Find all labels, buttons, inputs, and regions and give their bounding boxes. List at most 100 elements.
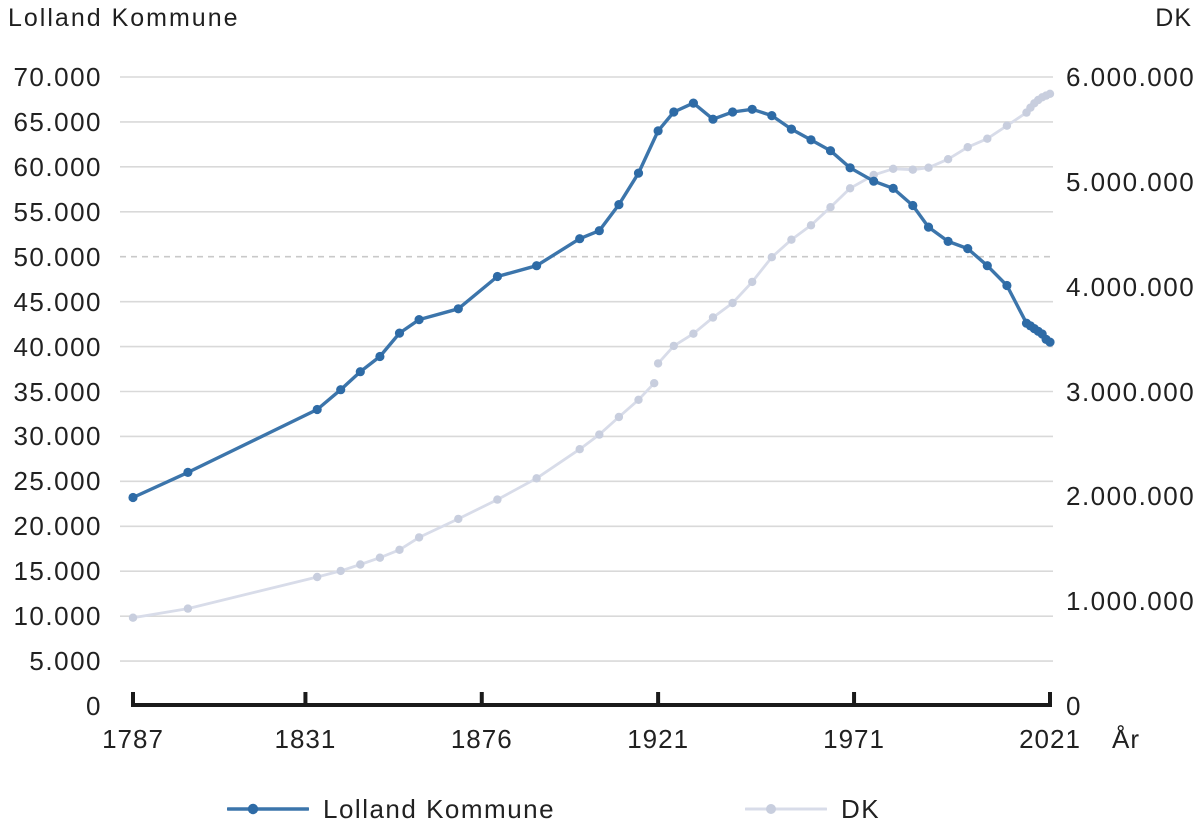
lolland-kommune-data-point: [453, 304, 463, 314]
right-axis-tick-label: 5.000.000: [1066, 166, 1196, 197]
lolland-kommune-data-point: [1045, 337, 1055, 347]
dk-line-swatch: [745, 804, 827, 814]
lolland-kommune-data-point: [806, 135, 816, 145]
dk-data-point: [313, 572, 322, 582]
lolland-kommune-data-point: [767, 111, 777, 121]
left-axis-tick-label: 45.000: [13, 286, 102, 317]
lolland-kommune-data-point: [1002, 280, 1012, 291]
legend-item-lolland-kommune[interactable]: Lolland Kommune: [227, 792, 555, 826]
lolland-kommune-data-point: [594, 226, 604, 236]
dk-data-point: [963, 143, 972, 152]
left-axis-tick-label: 30.000: [13, 421, 102, 452]
right-axis-tick-label: 3.000.000: [1066, 376, 1196, 407]
dk-data-point: [689, 329, 698, 338]
x-axis-tick: [1048, 692, 1052, 704]
lolland-kommune-data-point: [688, 98, 699, 108]
dk-data-point: [375, 553, 385, 562]
dk-data-point: [395, 545, 404, 554]
right-axis-tick-label: 2.000.000: [1066, 481, 1196, 512]
left-axis-tick-label: 10.000: [13, 601, 102, 632]
lolland-kommune-data-point: [747, 104, 757, 114]
dk-data-point: [708, 313, 718, 322]
x-axis-tick-label: 1876: [450, 724, 513, 754]
right-axis-title: DK: [1155, 4, 1192, 32]
dk-data-point: [634, 395, 643, 404]
lolland-line-swatch: [227, 803, 309, 815]
x-axis-tick: [852, 692, 857, 704]
right-axis-tick-label: 6.000.000: [1066, 62, 1196, 92]
left-axis-tick-label: 35.000: [13, 376, 102, 407]
left-axis-tick-label: 60.000: [13, 151, 102, 182]
dk-data-point: [454, 514, 463, 524]
dk-data-point: [356, 560, 365, 569]
dk-data-point: [336, 566, 345, 576]
dk-data-point: [943, 155, 953, 164]
lolland-kommune-data-point: [728, 107, 738, 117]
dk-data-point: [728, 298, 737, 308]
lolland-kommune-data-point: [614, 200, 624, 210]
lolland-kommune-data-point: [394, 328, 405, 338]
lolland-kommune-line: [131, 101, 1052, 500]
lolland-kommune-data-point: [414, 315, 424, 325]
lolland-kommune-data-point: [128, 492, 138, 503]
lolland-kommune-data-point: [669, 107, 679, 117]
x-axis-tick: [656, 692, 661, 704]
dk-data-point: [614, 412, 624, 422]
lolland-kommune-data-point: [825, 146, 836, 156]
left-axis-title: Lolland Kommune: [8, 4, 240, 32]
left-axis-tick-label: 5.000: [29, 646, 102, 677]
dk-data-point: [653, 359, 663, 368]
dk-data-point: [595, 430, 604, 439]
dk-line: [656, 92, 1052, 365]
lolland-kommune-data-point: [786, 124, 797, 134]
right-axis-tick-label: 4.000.000: [1066, 271, 1196, 302]
dk-data-point: [1045, 89, 1055, 99]
dk-data-point: [669, 341, 678, 351]
lolland-kommune-data-point: [923, 222, 934, 232]
dk-data-point: [767, 253, 776, 262]
dk-data-point: [414, 533, 424, 542]
dk-data-point: [983, 134, 992, 143]
left-axis-tick-label: 50.000: [13, 241, 102, 272]
dk-data-point: [845, 184, 855, 193]
lolland-kommune-data-point: [183, 467, 193, 477]
x-axis-tick-label: 2021: [1019, 724, 1081, 754]
left-axis-tick-label: 25.000: [13, 466, 102, 497]
dk-data-point: [787, 235, 796, 244]
x-axis-tick: [303, 692, 308, 704]
dk-data-point: [1002, 121, 1012, 130]
lolland-kommune-data-point: [943, 236, 953, 246]
lolland-kommune-data-point: [336, 385, 346, 395]
lolland-kommune-data-point: [532, 261, 542, 271]
x-axis-tick: [479, 692, 484, 704]
x-axis-line: [131, 703, 1052, 707]
dk-data-point: [889, 164, 898, 173]
dk-data-point: [908, 165, 917, 174]
x-axis-title: År: [1112, 724, 1140, 754]
dk-data-point: [183, 604, 193, 613]
dk-data-point: [532, 474, 541, 483]
left-axis-tick-label: 0: [86, 691, 102, 721]
left-axis-tick-label: 15.000: [13, 556, 102, 587]
x-axis-tick-label: 1787: [102, 724, 164, 754]
dk-data-point: [748, 277, 757, 287]
lolland-kommune-data-point: [963, 244, 973, 254]
legend-item-dk[interactable]: DK: [745, 792, 880, 826]
dk-line: [131, 381, 656, 620]
dk-data-point: [650, 379, 659, 388]
dk-data-point: [826, 203, 835, 212]
x-axis-tick-label: 1831: [274, 724, 337, 754]
legend-label-lolland: Lolland Kommune: [323, 793, 556, 824]
x-axis-tick-label: 1921: [627, 724, 690, 754]
left-axis-tick-label: 40.000: [13, 331, 102, 362]
lolland-kommune-data-point: [888, 183, 898, 193]
lolland-kommune-data-point: [575, 234, 585, 244]
right-axis-tick-label: 0: [1066, 691, 1082, 721]
right-axis-tick-label: 1.000.000: [1066, 586, 1196, 617]
left-axis-tick-label: 55.000: [13, 196, 102, 227]
dk-data-point: [493, 495, 502, 504]
dk-data-point: [575, 445, 584, 454]
